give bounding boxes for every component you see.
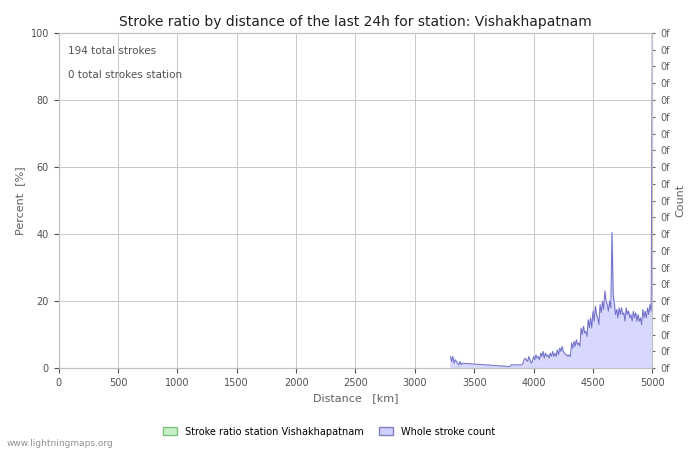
Y-axis label: Count: Count [675, 184, 685, 217]
X-axis label: Distance   [km]: Distance [km] [313, 393, 398, 404]
Y-axis label: Percent  [%]: Percent [%] [15, 166, 25, 235]
Text: 194 total strokes: 194 total strokes [68, 46, 155, 56]
Text: www.lightningmaps.org: www.lightningmaps.org [7, 439, 113, 448]
Title: Stroke ratio by distance of the last 24h for station: Vishakhapatnam: Stroke ratio by distance of the last 24h… [119, 15, 592, 29]
Text: 0 total strokes station: 0 total strokes station [68, 70, 182, 80]
Legend: Stroke ratio station Vishakhapatnam, Whole stroke count: Stroke ratio station Vishakhapatnam, Who… [159, 423, 499, 441]
